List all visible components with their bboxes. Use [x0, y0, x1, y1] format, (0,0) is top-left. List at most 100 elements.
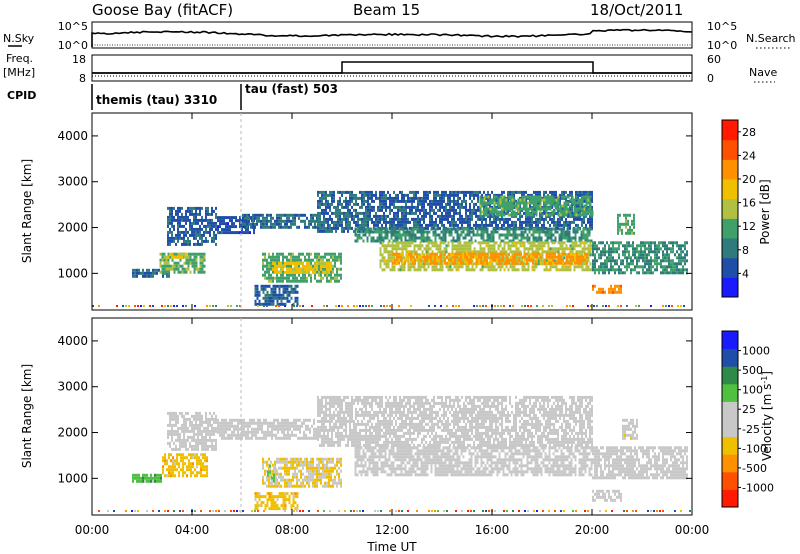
power-colorbar-tick-3: 16 [742, 197, 756, 210]
power-colorbar: 4 8 12 16 20 24 28 [722, 120, 756, 298]
velocity-region-11 [622, 419, 638, 440]
power-colorbar-swatch-4 [722, 199, 738, 219]
power-colorbar-swatch-6 [722, 159, 738, 179]
cpid-segment-1: themis (tau) 3310 [96, 93, 217, 107]
velocity-region-1 [162, 453, 208, 477]
power-ytick-label-3: 4000 [57, 129, 88, 143]
velocity-region-8 [355, 446, 593, 476]
noise-sky-line [92, 30, 692, 47]
power-colorbar-tick-4: 20 [742, 173, 756, 186]
velocity-ytick-label-1: 2000 [57, 426, 88, 440]
power-colorbar-swatch-2 [722, 238, 738, 258]
time-tick-label-3: 12:00 [375, 523, 410, 537]
noise-right-tick-bottom: 10^0 [707, 39, 737, 52]
power-bottom-strip [92, 305, 685, 307]
power-ylabel: Slant Range [km] [20, 159, 34, 263]
velocity-colorbar-swatch-5 [722, 401, 738, 419]
velocity-ylabel: Slant Range [km] [20, 364, 34, 468]
time-tick-label-5: 20:00 [575, 523, 610, 537]
freq-left-tick-top: 18 [72, 53, 86, 66]
nave-step-line [92, 62, 692, 73]
power-y-ticks: 1000 2000 3000 4000 [57, 129, 692, 280]
velocity-colorbar-swatch-6 [722, 384, 738, 402]
cpid-segment-2: tau (fast) 503 [245, 82, 338, 96]
freq-label-line2: [MHz] [3, 66, 35, 79]
freq-left-tick-bottom: 8 [79, 72, 86, 85]
velocity-colorbar-tick-3: 25 [742, 403, 756, 416]
time-tick-label-2: 08:00 [275, 523, 310, 537]
noise-left-tick-bottom: 10^0 [58, 39, 88, 52]
nave-label: Nave [749, 66, 777, 79]
date-title: 18/Oct/2011 [590, 1, 683, 19]
velocity-region-4 [262, 458, 342, 488]
velocity-ytick-label-2: 3000 [57, 380, 88, 394]
power-colorbar-tick-6: 28 [742, 126, 756, 139]
power-colorbar-swatch-7 [722, 140, 738, 160]
x-axis-label: Time UT [366, 540, 417, 554]
power-colorbar-swatch-3 [722, 218, 738, 238]
power-ytick-label-1: 2000 [57, 221, 88, 235]
time-tick-label-0: 00:00 [75, 523, 110, 537]
velocity-colorbar-swatch-8 [722, 349, 738, 367]
cpid-label: CPID [7, 89, 36, 102]
beam-title: Beam 15 [353, 1, 420, 19]
freq-label-line1: Freq. [6, 52, 33, 65]
velocity-colorbar-swatch-2 [722, 454, 738, 472]
freq-panel: Freq. [MHz] 18 8 60 0 Nave [3, 52, 777, 85]
velocity-region-9 [592, 446, 688, 479]
power-colorbar-tick-5: 24 [742, 149, 756, 162]
velocity-scatter-regions [98, 396, 691, 512]
nave-right-tick-top: 60 [707, 53, 721, 66]
noise-right-tick-top: 10^5 [707, 20, 737, 33]
power-colorbar-swatch-8 [722, 120, 738, 140]
power-ytick-label-2: 3000 [57, 175, 88, 189]
velocity-region-7 [317, 396, 593, 447]
nave-right-tick-bottom: 0 [707, 72, 714, 85]
power-colorbar-tick-2: 12 [742, 220, 756, 233]
velocity-region-3 [217, 419, 317, 440]
freq-panel-frame [92, 55, 692, 81]
station-title: Goose Bay (fitACF) [92, 1, 233, 19]
velocity-region-2 [167, 412, 217, 451]
velocity-colorbar-swatch-4 [722, 419, 738, 437]
velocity-x-ticks: 00:00 04:00 08:00 12:00 16:00 20:00 00:00 [75, 318, 710, 537]
noise-panel: N.Sky 10^5 10^0 10^5 10^0 N.Search [3, 20, 796, 52]
velocity-colorbar-swatch-3 [722, 437, 738, 455]
noise-right-label: N.Search [746, 32, 796, 45]
power-region-9 [317, 191, 367, 233]
velocity-colorbar-tick-6: -500 [742, 462, 767, 475]
velocity-colorbar-tick-7: -1000 [742, 481, 774, 494]
power-ytick-label-0: 1000 [57, 266, 88, 280]
time-tick-label-1: 04:00 [175, 523, 210, 537]
velocity-colorbar-swatch-1 [722, 472, 738, 490]
velocity-region-6 [255, 492, 299, 510]
power-region-7 [272, 262, 332, 274]
velocity-colorbar-swatch-0 [722, 489, 738, 507]
power-scatter-regions [92, 191, 688, 307]
power-colorbar-swatch-0 [722, 277, 738, 297]
velocity-bottom-strip [98, 510, 691, 512]
velocity-region-10 [592, 490, 622, 502]
power-colorbar-swatch-1 [722, 258, 738, 278]
power-colorbar-swatch-5 [722, 179, 738, 199]
power-region-8 [255, 285, 299, 306]
power-colorbar-label: Power [dB] [758, 179, 772, 244]
power-region-5 [242, 214, 318, 229]
velocity-region-0 [132, 474, 162, 483]
power-region-17 [617, 214, 635, 235]
noise-left-tick-top: 10^5 [58, 20, 88, 33]
power-region-16 [592, 241, 688, 274]
time-tick-label-6: 00:00 [675, 523, 710, 537]
velocity-ytick-label-0: 1000 [57, 471, 88, 485]
noise-left-label: N.Sky [3, 32, 35, 45]
velocity-colorbar-swatch-9 [722, 331, 738, 349]
velocity-colorbar-label: Velocity [m s-1] [760, 371, 774, 461]
velocity-panel: 1000 2000 3000 4000 00:00 04:00 08:00 12:00 16:… [20, 318, 774, 554]
power-region-15 [592, 285, 622, 294]
power-colorbar-tick-1: 8 [742, 244, 749, 257]
cpid-panel: CPID themis (tau) 3310 tau (fast) 503 [7, 82, 338, 110]
velocity-ytick-label-3: 4000 [57, 334, 88, 348]
velocity-colorbar-tick-0: 1000 [742, 345, 770, 358]
velocity-colorbar-tick-4: -25 [742, 423, 760, 436]
